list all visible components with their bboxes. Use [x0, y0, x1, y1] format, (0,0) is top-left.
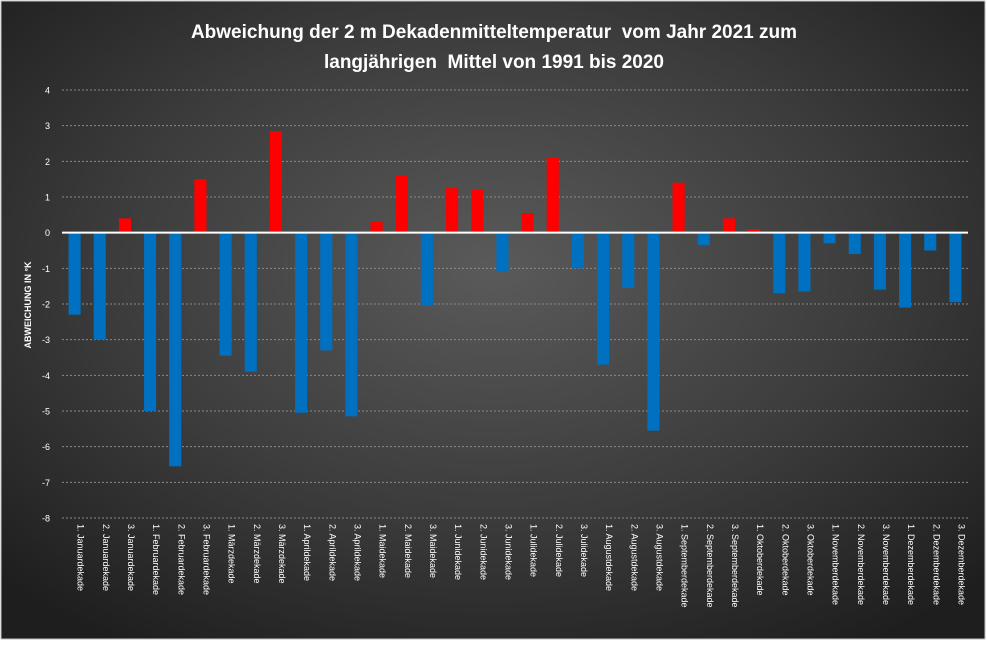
bar: [219, 232, 232, 356]
bar: [471, 189, 484, 233]
chart-title-line-1: Abweichung der 2 m Dekadenmitteltemperat…: [191, 22, 797, 43]
bar: [697, 232, 710, 246]
bar: [269, 131, 282, 233]
x-tick-label: 3. Maidekade: [428, 524, 438, 578]
x-tick-label: 2. Novemberdekade: [856, 524, 866, 605]
bar: [93, 232, 106, 340]
bar: [773, 232, 786, 294]
bar: [169, 232, 182, 467]
y-tick-label: 1: [45, 193, 50, 203]
x-tick-label: 2. Septemberdekade: [705, 524, 715, 608]
bar: [546, 157, 559, 233]
y-tick-label: -8: [42, 514, 50, 524]
x-tick-label: 3. Septemberdekade: [730, 524, 740, 608]
y-tick-label: -1: [42, 264, 50, 274]
bar: [597, 232, 610, 365]
x-tick-label: 3. Dezemberdekade: [956, 524, 966, 605]
bar: [320, 232, 333, 351]
x-tick-label: 1. Augustdekade: [604, 524, 614, 591]
y-tick-label: 2: [45, 157, 50, 167]
bar: [345, 232, 358, 417]
bar: [924, 232, 937, 251]
y-tick-label: -4: [42, 371, 50, 381]
bar: [571, 232, 584, 269]
x-tick-label: 3. Januardekade: [126, 524, 136, 591]
bar: [244, 232, 257, 372]
bar: [672, 182, 685, 233]
bar: [848, 232, 861, 255]
bar: [748, 229, 761, 233]
x-tick-label: 2. Maidekade: [403, 524, 413, 578]
x-tick-label: 2. Januardekade: [101, 524, 111, 591]
x-tick-label: 2. Junidekade: [478, 524, 488, 580]
bar: [823, 232, 836, 244]
x-tick-label: 2. Aprildekade: [327, 524, 337, 581]
y-tick-label: 0: [45, 228, 50, 238]
bar: [798, 232, 811, 292]
x-tick-label: 1. Oktoberdekade: [755, 524, 765, 596]
x-tick-label: 1. Septemberdekade: [680, 524, 690, 608]
x-tick-label: 3. Augustdekade: [654, 524, 664, 591]
bar: [496, 232, 509, 272]
bar: [521, 213, 534, 233]
x-tick-label: 3. Märzdekade: [277, 524, 287, 584]
bar: [194, 179, 207, 233]
bar: [144, 232, 157, 411]
x-tick-label: 2. Julidekade: [554, 524, 564, 577]
bar: [420, 232, 433, 306]
x-tick-label: 1. Junidekade: [453, 524, 463, 580]
y-tick-label: -7: [42, 478, 50, 488]
x-tick-label: 1. Januardekade: [76, 524, 86, 591]
y-tick-label: -2: [42, 300, 50, 310]
x-tick-label: 2. Oktoberdekade: [780, 524, 790, 596]
y-tick-label: -3: [42, 335, 50, 345]
bar: [622, 232, 635, 288]
x-tick-label: 1. Dezemberdekade: [906, 524, 916, 605]
x-tick-label: 2. Dezemberdekade: [931, 524, 941, 605]
bar: [899, 232, 912, 308]
x-tick-label: 1. Novemberdekade: [831, 524, 841, 605]
x-tick-label: 3. Oktoberdekade: [805, 524, 815, 596]
x-tick-label: 3. Februardekade: [201, 524, 211, 595]
y-tick-labels: 4 3 2 1 0 -1 -2 -3 -4 -5 -6 -7 -8: [42, 86, 50, 524]
y-axis-label: ABWEICHUNG IN °K: [23, 261, 33, 349]
bar: [647, 232, 660, 431]
x-tick-label: 2. Augustdekade: [629, 524, 639, 591]
bar: [949, 232, 962, 303]
x-tick-label: 2. Februardekade: [176, 524, 186, 595]
x-tick-label: 1. Julidekade: [529, 524, 539, 577]
bar: [446, 188, 459, 233]
y-tick-label: -6: [42, 442, 50, 452]
bar: [873, 232, 886, 290]
x-tick-label: 3. Junidekade: [503, 524, 513, 580]
x-tick-label: 1. Februardekade: [151, 524, 161, 595]
x-tick-label: 3. Aprildekade: [352, 524, 362, 581]
x-tick-label: 3. Novemberdekade: [881, 524, 891, 605]
x-tick-label: 1. Märzdekade: [227, 524, 237, 584]
bar: [370, 221, 383, 233]
y-tick-label: 4: [45, 86, 50, 96]
x-tick-label: 2. Märzdekade: [252, 524, 262, 584]
bar: [118, 218, 131, 233]
bar: [295, 232, 308, 413]
x-tick-label: 1. Maidekade: [378, 524, 388, 578]
y-tick-label: 3: [45, 121, 50, 131]
chart-title-line-2: langjährigen Mittel von 1991 bis 2020: [324, 52, 664, 73]
y-tick-label: -5: [42, 407, 50, 417]
grid-lines: [62, 89, 968, 519]
x-tick-label: 1. Aprildekade: [302, 524, 312, 581]
bar: [722, 218, 735, 233]
bar: [68, 232, 81, 315]
bars: [68, 131, 962, 467]
bar: [395, 175, 408, 233]
x-tick-labels: 1. Januardekade 2. Januardekade 3. Januard…: [76, 524, 967, 608]
x-tick-label: 3. Julidekade: [579, 524, 589, 577]
